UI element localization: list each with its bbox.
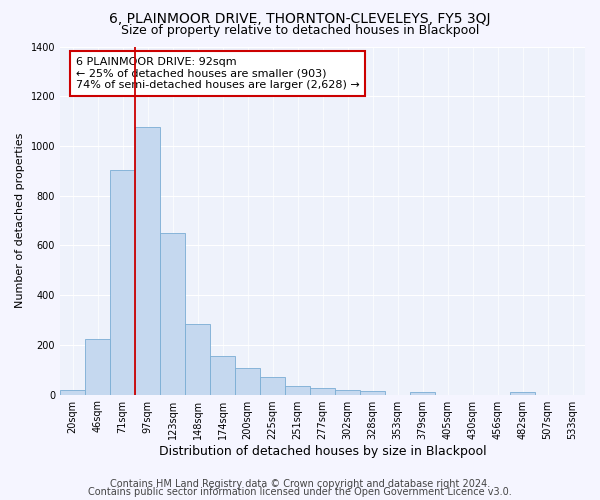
Text: Contains public sector information licensed under the Open Government Licence v3: Contains public sector information licen… xyxy=(88,487,512,497)
Bar xyxy=(160,233,185,394)
Bar xyxy=(335,390,360,394)
Text: Size of property relative to detached houses in Blackpool: Size of property relative to detached ho… xyxy=(121,24,479,37)
X-axis label: Distribution of detached houses by size in Blackpool: Distribution of detached houses by size … xyxy=(159,444,487,458)
Bar xyxy=(285,386,310,394)
Bar xyxy=(235,368,260,394)
Text: Contains HM Land Registry data © Crown copyright and database right 2024.: Contains HM Land Registry data © Crown c… xyxy=(110,479,490,489)
Bar xyxy=(110,170,135,394)
Bar xyxy=(310,388,335,394)
Bar xyxy=(60,390,85,394)
Bar xyxy=(510,392,535,394)
Y-axis label: Number of detached properties: Number of detached properties xyxy=(15,133,25,308)
Bar xyxy=(135,128,160,394)
Bar xyxy=(360,391,385,394)
Bar xyxy=(410,392,435,394)
Bar xyxy=(260,377,285,394)
Bar xyxy=(85,338,110,394)
Bar xyxy=(210,356,235,395)
Text: 6, PLAINMOOR DRIVE, THORNTON-CLEVELEYS, FY5 3QJ: 6, PLAINMOOR DRIVE, THORNTON-CLEVELEYS, … xyxy=(109,12,491,26)
Text: 6 PLAINMOOR DRIVE: 92sqm
← 25% of detached houses are smaller (903)
74% of semi-: 6 PLAINMOOR DRIVE: 92sqm ← 25% of detach… xyxy=(76,57,359,90)
Bar xyxy=(185,324,210,394)
